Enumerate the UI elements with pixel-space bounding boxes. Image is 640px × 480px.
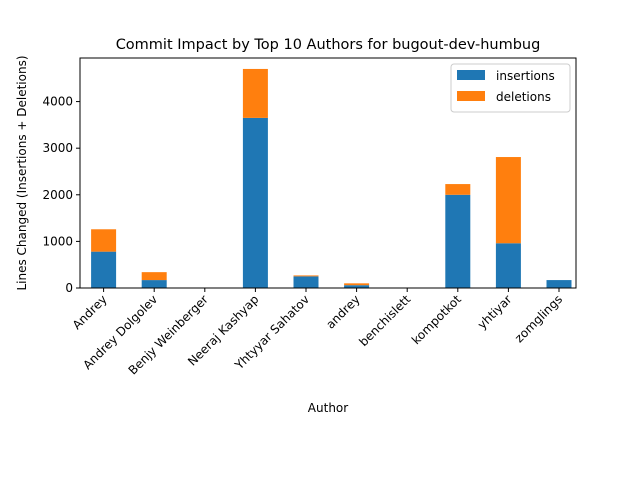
x-tick-label-0: Andrey [70,292,110,332]
bar-deletions-4 [293,275,319,277]
y-tick-label-0: 0 [65,281,73,295]
y-tick-label-2: 2000 [42,188,73,202]
x-tick-label-6: benchislett [356,292,413,349]
y-tick-label-3: 3000 [42,141,73,155]
x-axis-label: Author [308,401,348,415]
bar-insertions-3 [242,117,268,288]
bar-insertions-9 [546,280,572,288]
bar-deletions-1 [141,272,167,281]
legend-swatch-deletions [457,91,485,101]
legend-label-deletions: deletions [496,90,551,104]
bar-deletions-0 [91,229,117,252]
bar-insertions-4 [293,276,319,288]
chart-title: Commit Impact by Top 10 Authors for bugo… [116,37,541,53]
bar-deletions-8 [495,157,521,244]
bar-insertions-0 [91,251,117,288]
legend: insertions deletions [450,63,571,113]
bar-insertions-5 [344,285,370,288]
bars-group [91,68,572,288]
x-tick-label-9: zomglings [512,292,565,345]
legend-swatch-insertions [457,70,485,80]
bar-deletions-7 [445,184,471,195]
bar-deletions-5 [344,283,370,286]
bar-insertions-7 [445,194,471,288]
plot-frame [79,57,577,289]
x-tick-label-8: yhtiyar [475,292,515,332]
y-axis-label: Lines Changed (Insertions + Deletions) [15,55,29,290]
legend-label-insertions: insertions [496,69,555,83]
y-tick-label-1: 1000 [42,234,73,248]
x-tick-label-7: kompotkot [409,292,464,347]
y-tick-label-4: 4000 [42,95,73,109]
bar-insertions-1 [141,280,167,288]
bar-insertions-8 [495,243,521,288]
y-axis: 0 1000 2000 3000 4000 [42,95,80,295]
bar-deletions-3 [242,68,268,118]
x-tick-label-5: andrey [323,292,362,331]
